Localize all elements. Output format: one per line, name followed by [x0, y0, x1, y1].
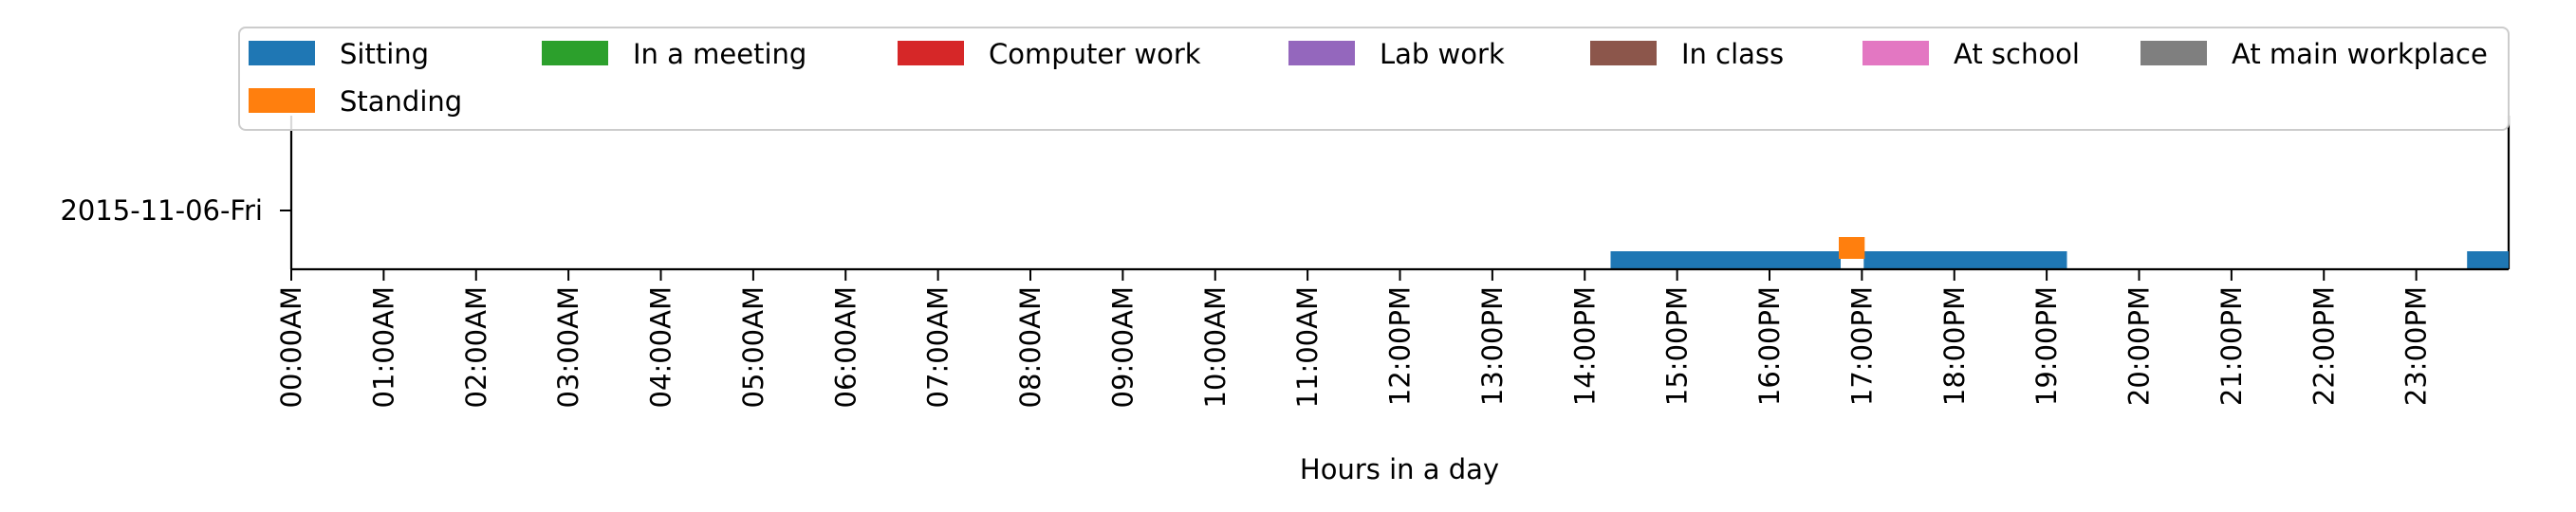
legend-label: In a meeting — [633, 38, 806, 70]
x-tick-label: 05:00AM — [737, 286, 769, 408]
legend-entries: Sitting In a meeting Computer work Lab work… — [249, 38, 2488, 118]
bar-standing-0 — [1839, 237, 1865, 259]
x-tick-label: 21:00PM — [2215, 286, 2248, 406]
legend-label: At main workplace — [2232, 38, 2488, 70]
legend-label: Lab work — [1380, 38, 1505, 70]
legend-label: At school — [1954, 38, 2080, 70]
bar-sitting-1 — [1863, 251, 2067, 269]
legend-swatch — [898, 41, 964, 65]
x-axis: 00:00AM 01:00AM 02:00AM 03:00AM 04:00AM 05:00… — [275, 269, 2433, 408]
y-axis: 2015-11-06-Fri — [60, 194, 291, 227]
x-tick-label: 12:00PM — [1384, 286, 1417, 406]
x-tick-label: 01:00AM — [367, 286, 399, 408]
x-tick-label: 00:00AM — [275, 286, 307, 408]
legend-swatch — [1590, 41, 1657, 65]
legend-label: Computer work — [989, 38, 1201, 70]
legend-swatch — [249, 88, 315, 113]
x-tick-label: 07:00AM — [922, 286, 954, 408]
plot-area — [289, 116, 2511, 271]
legend: Sitting In a meeting Computer work Lab work… — [238, 27, 2510, 131]
x-tick-label: 13:00PM — [1476, 286, 1509, 406]
x-tick-label: 18:00PM — [1938, 286, 1971, 406]
x-axis-label: Hours in a day — [1300, 453, 1499, 485]
legend-label: Standing — [340, 85, 462, 118]
legend-swatch — [1863, 41, 1929, 65]
legend-frame — [238, 27, 2510, 131]
x-tick-label: 09:00AM — [1106, 286, 1139, 408]
y-tick-label: 2015-11-06-Fri — [60, 194, 263, 227]
bar-sitting-0 — [1610, 251, 1841, 269]
x-tick-label: 17:00PM — [1845, 286, 1878, 406]
x-tick-label: 02:00AM — [460, 286, 492, 408]
bar-sitting-2 — [2467, 251, 2509, 269]
legend-label: Sitting — [340, 38, 429, 70]
x-tick-label: 22:00PM — [2307, 286, 2340, 406]
x-tick-label: 04:00AM — [645, 286, 677, 408]
x-tick-label: 23:00PM — [2400, 286, 2433, 406]
legend-swatch — [2140, 41, 2207, 65]
x-tick-label: 20:00PM — [2123, 286, 2156, 406]
legend-swatch — [542, 41, 608, 65]
x-tick-label: 14:00PM — [1568, 286, 1601, 406]
x-tick-label: 10:00AM — [1199, 286, 1232, 408]
legend-swatch — [1288, 41, 1355, 65]
x-tick-label: 11:00AM — [1291, 286, 1324, 408]
x-tick-label: 03:00AM — [552, 286, 584, 408]
legend-label: In class — [1681, 38, 1784, 70]
x-tick-label: 19:00PM — [2030, 286, 2063, 406]
x-tick-label: 15:00PM — [1661, 286, 1694, 406]
x-tick-label: 16:00PM — [1753, 286, 1786, 406]
x-tick-label: 08:00AM — [1014, 286, 1047, 408]
activity-bars — [1610, 237, 2509, 269]
legend-swatch — [249, 41, 315, 65]
x-tick-label: 06:00AM — [829, 286, 862, 408]
